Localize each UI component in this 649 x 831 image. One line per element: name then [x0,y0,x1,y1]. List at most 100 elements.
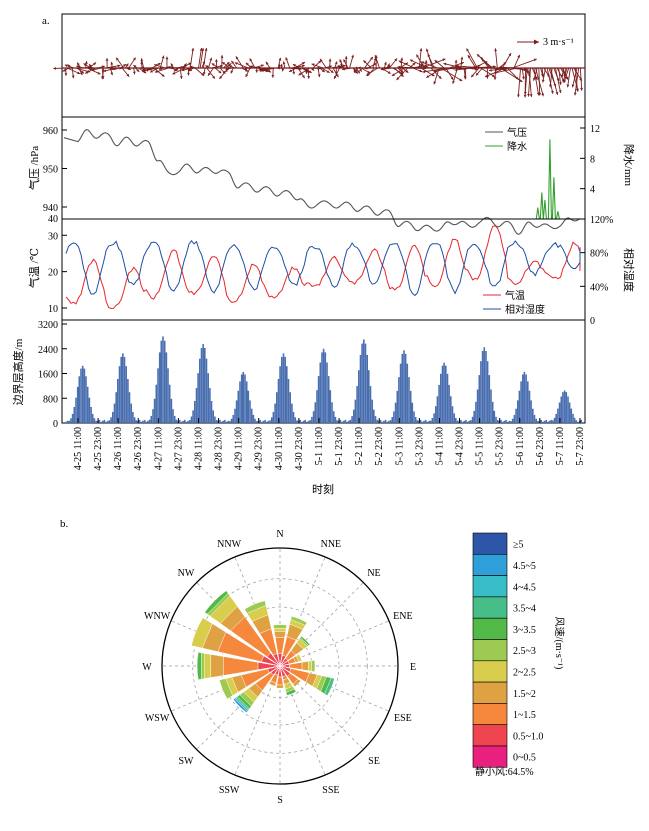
wind-vector [494,48,498,69]
wind-vector-head [416,66,420,69]
wind-speed-swatch [472,553,508,576]
wind-vector-head [249,65,253,69]
precip-legend-label: 降水 [507,140,527,153]
wind-vector-head [527,93,531,97]
boundary-layer-bar [173,415,176,423]
boundary-layer-bar [540,419,542,423]
boundary-layer-bar [496,420,499,423]
wind-vector [524,67,528,95]
wind-vector-head [110,61,114,65]
wind-vector-head [159,67,163,71]
boundary-layer-bar [424,419,427,423]
wind-vector-head [549,84,552,88]
wind-vector-head [89,66,93,70]
time-xtick-label: 5-7 11:00 [555,427,566,465]
wind-vector-head [427,54,431,58]
boundary-layer-bar [120,356,122,423]
boundary-layer-bar [70,418,72,423]
wind-direction-label: S [277,795,283,806]
boundary-layer-bar [244,374,246,423]
wind-direction-label: N [276,529,283,540]
boundary-layer-bar [445,365,447,423]
boundary-layer-bar [413,411,415,423]
wind-vector-head [367,70,371,74]
wind-vector-head [494,48,498,52]
boundary-layer-bar [68,420,71,423]
wind-vector-head [351,54,354,58]
wind-vector [199,47,204,69]
wind-vector-head [125,66,129,70]
time-xtick-label: 5-4 11:00 [434,427,445,465]
time-xtick-label: 5-6 11:00 [515,427,526,465]
boundary-layer-bar [543,420,546,423]
wind-vector-head [154,63,158,67]
wind-rose-segment [290,615,308,626]
wind-vector-head [255,69,259,73]
boundary-layer-bar [324,352,327,423]
wind-vector-head [62,68,66,72]
wind-vector-head [575,88,579,92]
boundary-layer-bar [229,421,231,423]
boundary-layer-bar [322,348,325,424]
boundary-layer-bar [214,416,216,423]
rh-ytick-label: 80% [590,249,608,260]
wind-vector-head [460,56,464,60]
wind-vector-head [123,64,127,67]
wind-speed-swatch [472,703,508,726]
boundary-layer-bar [83,368,86,423]
wind-vector [517,67,522,98]
boundary-layer-bar [266,421,268,423]
wind-vector-head [425,48,429,52]
wind-vector-head [400,69,404,73]
wind-vector-head [165,56,169,60]
wind-vector-head [267,66,271,70]
boundary-layer-bar [205,358,208,423]
boundary-layer-bar [493,410,496,423]
boundary-layer-bar [215,420,218,423]
boundary-layer-bar [423,420,425,423]
wind-direction-label: SSE [322,785,339,796]
boundary-layer-bar [85,376,87,423]
wind-vector-head [154,70,158,73]
boundary-layer-bar [349,419,352,423]
boundary-layer-bar [71,413,74,423]
temperature-ytick-label: 10 [48,304,58,315]
boundary-layer-bar [510,421,512,423]
boundary-layer-bar [533,414,536,423]
boundary-layer-bar [91,413,94,423]
time-xtick-label: 4-26 23:00 [133,427,144,471]
wind-vector [440,67,463,82]
boundary-layer-bar [239,381,241,423]
wind-vector-head [374,55,378,59]
boundary-layer-bar [470,420,472,423]
wind-direction-label: ESE [394,713,412,724]
boundary-layer-bar [473,410,475,423]
wind-vector-head [202,72,206,75]
boundary-layer-bar [287,379,290,423]
boundary-layer-bar [240,374,243,423]
wind-vector-head [424,60,428,63]
wind-vector-head [234,62,238,65]
wind-rose-segment [300,635,311,646]
wind-vector-head [434,60,438,63]
boundary-layer-bar [95,420,97,423]
wind-vector-head [225,67,229,71]
time-xtick-label: 5-4 23:00 [455,427,466,466]
wind-vector [476,53,493,69]
wind-vector [198,47,202,69]
boundary-layer-bar [178,419,181,423]
wind-vector [538,67,541,96]
wind-speed-swatch [472,639,508,662]
wind-vector-head [420,64,424,67]
boundary-layer-bar [465,419,467,423]
wind-vector-head [467,55,471,59]
wind-vector [554,67,562,94]
boundary-layer-bar [242,372,245,423]
wind-vector-head [258,68,262,71]
wind-vector-head [463,76,467,80]
wind-speed-bin-label: 2~2.5 [513,667,536,678]
wind-vector-head [517,94,520,98]
wind-speed-bin-label: 3.5~4 [513,604,536,615]
boundary-layer-bar [76,386,79,423]
boundary-layer-bar [249,400,251,423]
